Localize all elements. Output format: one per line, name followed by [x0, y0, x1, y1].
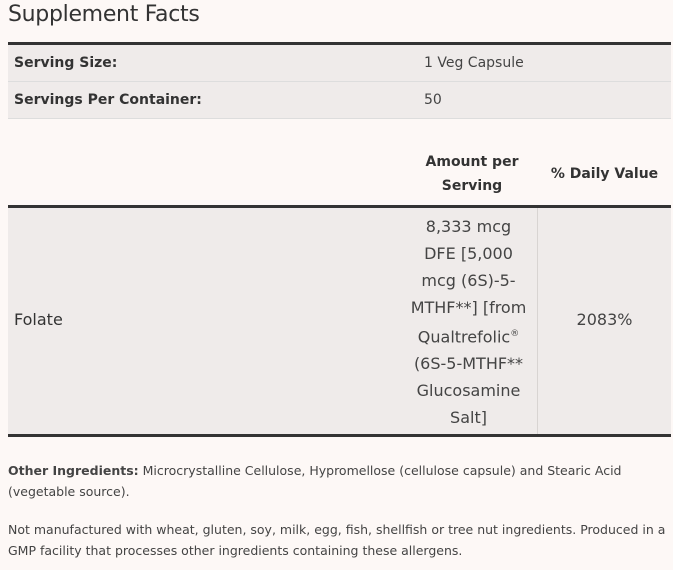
amount-text: Qualtrefolic [417, 327, 511, 347]
other-ingredients-label: Other Ingredients: [8, 463, 139, 478]
divider [8, 205, 671, 208]
other-ingredients-text: Microcrystalline Cellulose, Hypromellose… [8, 463, 622, 499]
amount-line: DFE [5,000 [424, 244, 513, 263]
amount-line: 8,333 mcg [425, 217, 512, 236]
amount-line: Glucosamine [416, 381, 521, 401]
servings-per-container-row: Servings Per Container: 50 [8, 82, 671, 119]
amount-line: mcg (6S)-5- [421, 271, 516, 290]
servings-per-container-value: 50 [424, 92, 442, 108]
page-title: Supplement Facts [8, 2, 200, 27]
amount-line: Salt] [450, 408, 487, 428]
serving-size-row: Serving Size: 1 Veg Capsule [8, 45, 671, 82]
column-divider [537, 208, 538, 435]
amount-header: Amount per Serving [425, 154, 519, 194]
registered-mark: ® [510, 329, 520, 339]
nutrient-name: Folate [14, 310, 63, 329]
serving-size-label: Serving Size: [14, 55, 118, 71]
divider [8, 42, 671, 45]
nutrient-row-folate: Folate 8,333 mcg DFE [5,000 mcg (6S)-5- … [8, 208, 671, 435]
amount-line: (6S-5-MTHF** [413, 354, 524, 374]
servings-per-container-label: Servings Per Container: [14, 92, 202, 108]
divider [8, 434, 671, 437]
amount-line: Qualtrefolic® [400, 321, 537, 350]
amount-line: MTHF**] [from [410, 298, 527, 317]
nutrient-amount: 8,333 mcg DFE [5,000 mcg (6S)-5- MTHF**]… [400, 213, 537, 431]
serving-size-value: 1 Veg Capsule [424, 55, 524, 71]
daily-value-header: % Daily Value [550, 166, 659, 182]
nutrient-daily-value: 2083% [576, 310, 633, 329]
other-ingredients: Other Ingredients: Microcrystalline Cell… [8, 460, 668, 502]
allergen-note: Not manufactured with wheat, gluten, soy… [8, 522, 666, 558]
